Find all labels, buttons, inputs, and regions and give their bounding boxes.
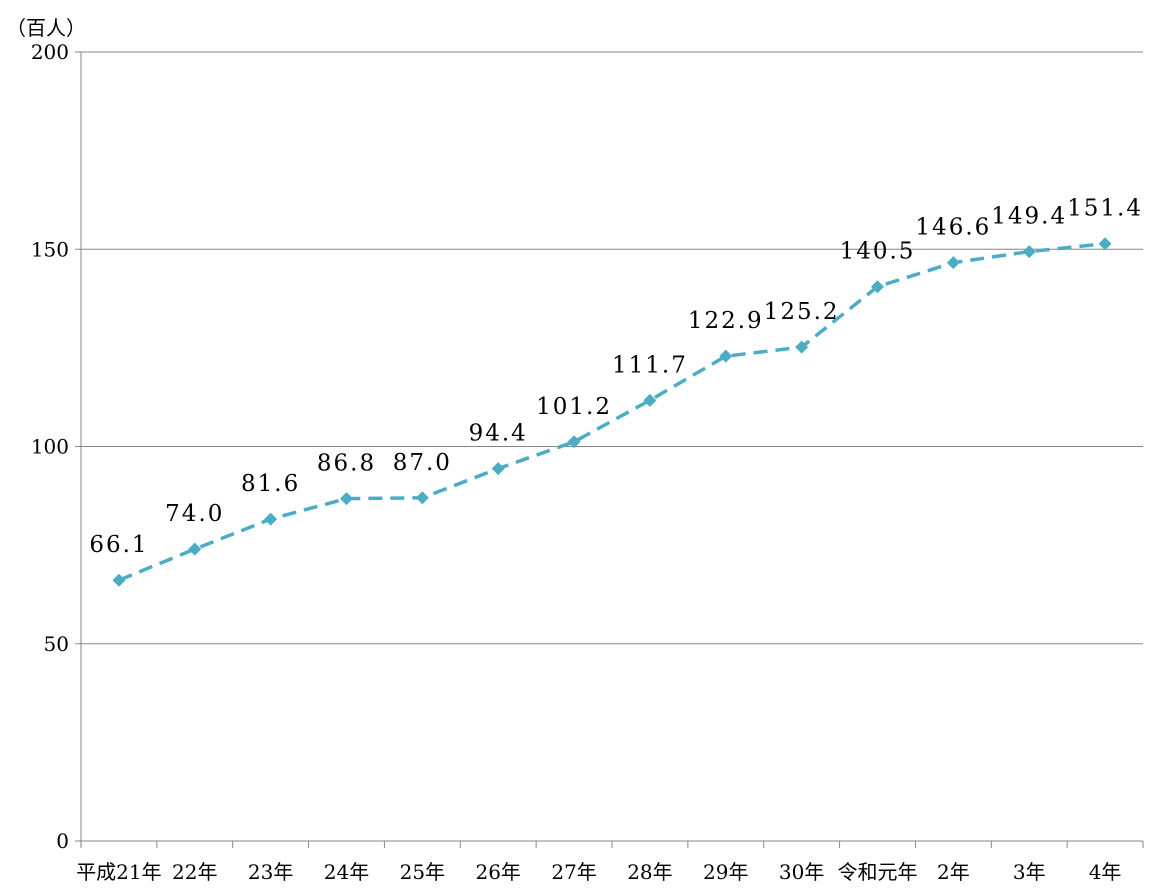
data-markers: [112, 237, 1112, 587]
data-point-marker: [491, 462, 505, 476]
data-label: 151.4: [1067, 196, 1143, 222]
x-tick-label: 23年: [248, 860, 293, 884]
y-tick-label: 150: [31, 237, 69, 261]
data-point-marker: [795, 340, 809, 354]
x-tick-label: 27年: [551, 860, 596, 884]
y-tick-label: 200: [31, 40, 69, 64]
data-label: 122.9: [688, 308, 764, 334]
data-label: 81.6: [241, 471, 300, 497]
axes: [75, 51, 1144, 848]
x-tick-label: 3年: [1013, 860, 1046, 884]
y-axis-unit-label: （百人）: [6, 16, 86, 40]
y-tick-labels: 0 50 100 150 200: [31, 40, 69, 853]
y-tick-label: 50: [44, 632, 69, 656]
x-tick-label: 29年: [703, 860, 748, 884]
x-tick-label: 26年: [475, 860, 520, 884]
data-label: 149.4: [991, 204, 1067, 230]
data-label: 87.0: [393, 450, 452, 476]
x-tick-label: 30年: [779, 860, 824, 884]
series-polyline: [118, 241, 1106, 582]
x-tick-label: 平成21年: [76, 860, 161, 884]
data-point-marker: [340, 492, 353, 506]
y-tick-label: 100: [31, 435, 69, 459]
data-point-marker: [1022, 245, 1036, 259]
data-label: 74.0: [165, 501, 224, 527]
data-label: 111.7: [612, 352, 688, 378]
x-tick-label: 4年: [1089, 860, 1122, 884]
data-point-marker: [643, 393, 657, 407]
series-line: [118, 241, 1106, 582]
y-tick-label: 0: [56, 829, 69, 853]
data-point-marker: [415, 491, 429, 505]
gridlines: [81, 51, 1143, 645]
data-label: 101.2: [536, 394, 612, 420]
data-point-marker: [567, 435, 581, 449]
data-label: 140.5: [840, 239, 916, 265]
data-point-marker: [871, 280, 884, 294]
x-tick-label: 24年: [324, 860, 369, 884]
data-label: 146.6: [915, 215, 991, 241]
data-point-marker: [1098, 237, 1112, 251]
data-point-marker: [946, 256, 960, 270]
x-tick-label: 28年: [627, 860, 672, 884]
x-tick-label: 25年: [400, 860, 445, 884]
data-point-marker: [264, 512, 278, 526]
data-label: 86.8: [317, 451, 376, 477]
data-label: 66.1: [89, 532, 148, 558]
x-tick-labels: 平成21年 22年 23年 24年 25年 26年 27年 28年 29年 30年 令和元年 2年 3年…: [76, 860, 1121, 884]
data-point-marker: [188, 542, 202, 556]
x-tick-label: 令和元年: [838, 860, 918, 884]
data-label: 125.2: [764, 299, 840, 325]
data-label: 94.4: [469, 421, 528, 447]
x-tick-label: 22年: [172, 860, 217, 884]
data-point-marker: [719, 349, 733, 363]
data-point-marker: [112, 573, 126, 587]
x-tick-label: 2年: [937, 860, 970, 884]
